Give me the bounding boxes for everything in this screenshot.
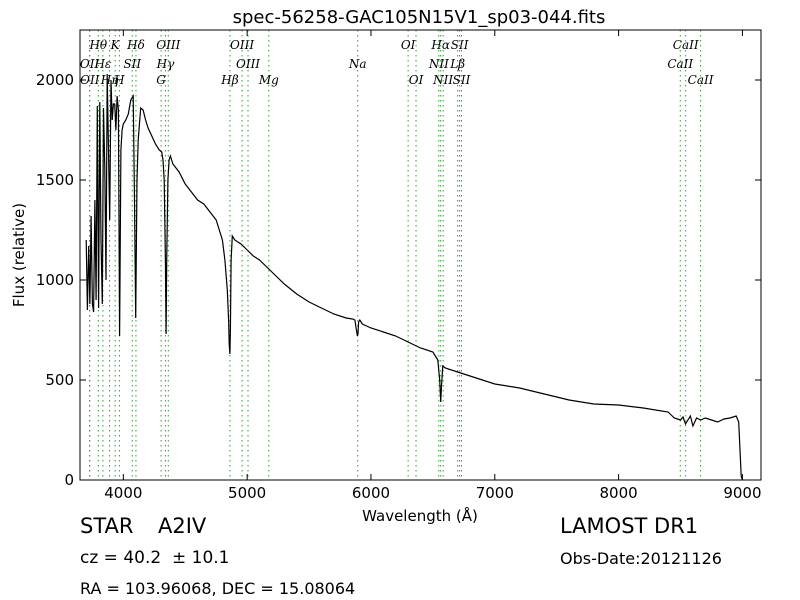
y-tick-label: 1500 [36, 171, 74, 189]
line-label: CaII [667, 57, 693, 71]
line-label: OII [80, 57, 100, 71]
spectrum-series-line [85, 73, 743, 481]
y-axis-label: Flux (relative) [10, 203, 28, 307]
line-label: OIII [236, 57, 260, 71]
line-label: OI [409, 73, 424, 87]
line-label: NII [428, 57, 449, 71]
y-tick-label: 1000 [36, 271, 74, 289]
y-tick-label: 2000 [36, 71, 74, 89]
line-label: Hε [93, 57, 111, 71]
coordinates: RA = 103.96068, DEC = 15.08064 [80, 579, 356, 598]
x-axis-label: Wavelength (Å) [362, 506, 478, 525]
line-label: SII [453, 73, 471, 87]
x-tick-label: 8000 [600, 484, 638, 502]
x-tick-label: 4000 [104, 484, 142, 502]
y-tick-label: 0 [64, 471, 74, 489]
line-label: Hγ [156, 57, 175, 71]
line-label: Hθ [88, 38, 107, 52]
line-label: SII [451, 38, 469, 52]
line-label: Lβ [449, 57, 465, 71]
x-tick-label: 5000 [228, 484, 266, 502]
plot-frame [79, 29, 762, 481]
line-label: CaII [688, 73, 714, 87]
line-label: Hδ [126, 38, 145, 52]
line-label: G [156, 73, 166, 87]
line-label: OIII [230, 38, 254, 52]
observation-date: Obs-Date:20121126 [560, 549, 722, 568]
line-label: SII [123, 57, 141, 71]
redshift-value: cz = 40.2 ± 10.1 [80, 548, 230, 568]
line-label: OII [80, 73, 100, 87]
line-label: H [113, 73, 125, 87]
y-tick-label: 500 [45, 371, 74, 389]
line-label: Mg [258, 73, 279, 87]
line-label: K [110, 38, 121, 52]
line-label: Hα [430, 38, 450, 52]
object-subclass: A2IV [158, 514, 207, 538]
line-label: Na [348, 57, 367, 71]
line-label: Hβ [220, 73, 238, 87]
line-label: OI [401, 38, 416, 52]
chart-title: spec-56258-GAC105N15V1_sp03-044.fits [233, 7, 606, 28]
object-class: STAR [80, 514, 134, 538]
line-label: OIII [156, 38, 180, 52]
x-tick-label: 7000 [476, 484, 514, 502]
x-tick-label: 6000 [352, 484, 390, 502]
line-label: Hη [100, 73, 119, 87]
line-label: NII [432, 73, 453, 87]
x-tick-label: 9000 [723, 484, 761, 502]
line-label: CaII [673, 38, 699, 52]
axis-ticks: 4000 5000 6000 7000 8000 9000 0 500 1000 1500 2000 [36, 30, 762, 502]
survey-name: LAMOST DR1 [560, 514, 699, 538]
